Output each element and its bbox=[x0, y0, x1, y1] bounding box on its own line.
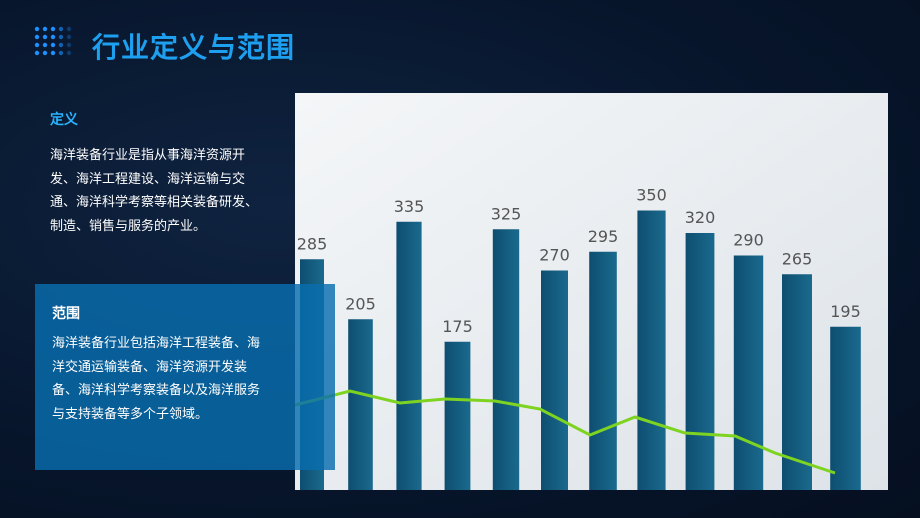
scope-title: 范围 bbox=[52, 306, 80, 322]
bar-label: 265 bbox=[782, 249, 813, 268]
dot-icon bbox=[34, 26, 72, 56]
bar-label: 335 bbox=[394, 197, 425, 216]
bar bbox=[782, 274, 812, 490]
scope-body: 海洋装备行业包括海洋工程装备、海洋交通运输装备、海洋资源开发装备、海洋科学考察装… bbox=[52, 336, 261, 422]
bar bbox=[685, 233, 715, 490]
scope-box bbox=[35, 284, 335, 470]
bar-label: 175 bbox=[442, 317, 473, 336]
bar bbox=[348, 319, 373, 490]
bar bbox=[492, 229, 520, 490]
bar-label: 195 bbox=[830, 302, 861, 321]
bar bbox=[733, 255, 764, 490]
bar bbox=[830, 326, 861, 490]
bar-label: 270 bbox=[539, 246, 570, 265]
bar-label: 295 bbox=[588, 227, 619, 246]
bar bbox=[444, 341, 471, 490]
bar-label: 320 bbox=[685, 208, 716, 227]
bar-label: 325 bbox=[491, 204, 522, 223]
chart-photo: 285 205 335 175 325 270 295 350 320 290 265 195 bbox=[295, 93, 888, 490]
bar-label: 285 bbox=[297, 234, 328, 253]
bar bbox=[589, 251, 617, 490]
bar bbox=[541, 270, 568, 490]
definition-body: 海洋装备行业是指从事海洋资源开发、海洋工程建设、海洋运输与交通、海洋科学考察等相… bbox=[50, 148, 259, 234]
bar bbox=[396, 221, 422, 490]
bar-label: 205 bbox=[345, 294, 376, 313]
definition-title: 定义 bbox=[50, 112, 78, 128]
bar-label: 290 bbox=[733, 231, 764, 250]
bar-label: 350 bbox=[636, 186, 667, 205]
slide-title: 行业定义与范围 bbox=[92, 31, 296, 64]
bar bbox=[637, 210, 666, 490]
trend-line bbox=[295, 389, 836, 475]
